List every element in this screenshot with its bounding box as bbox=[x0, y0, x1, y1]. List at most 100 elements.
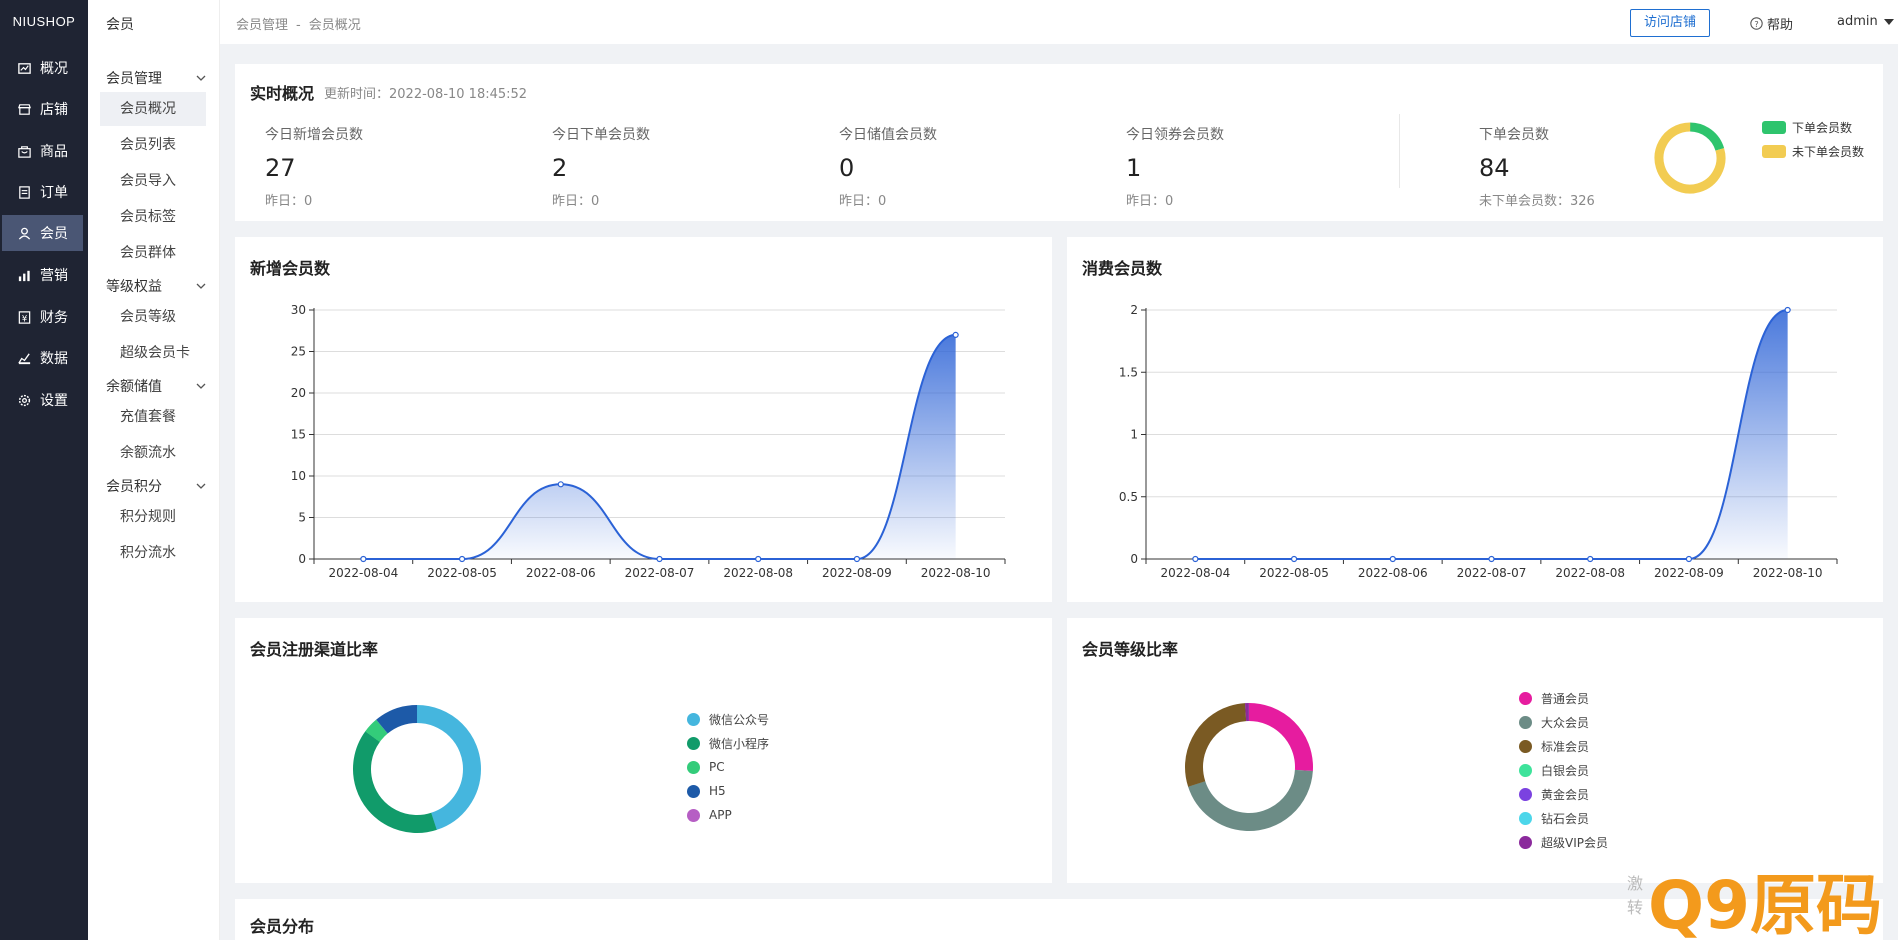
nav-item-order[interactable]: 订单 bbox=[2, 174, 83, 210]
stat-value: 27 bbox=[265, 154, 296, 182]
overview-icon bbox=[16, 60, 32, 76]
order-ratio-donut bbox=[1652, 120, 1728, 196]
nav-item-label: 概况 bbox=[40, 61, 68, 77]
help-link[interactable]: ? 帮助 bbox=[1750, 14, 1793, 33]
legend-label: PC bbox=[709, 760, 725, 774]
data-point[interactable] bbox=[1784, 306, 1791, 314]
legend-item[interactable]: 未下单会员数 bbox=[1762, 143, 1864, 160]
chevron-down-icon bbox=[196, 283, 206, 289]
sidebar-subitem[interactable]: 会员列表 bbox=[120, 137, 176, 153]
donut-slice[interactable] bbox=[1185, 703, 1313, 831]
sidebar-subitem[interactable]: 会员导入 bbox=[120, 173, 176, 189]
legend-item[interactable]: 大众会员 bbox=[1519, 710, 1608, 734]
nav-item-data[interactable]: 数据 bbox=[2, 340, 83, 376]
breadcrumb-item-member-management[interactable]: 会员管理 bbox=[236, 18, 289, 33]
legend-label: 钻石会员 bbox=[1541, 811, 1590, 826]
donut-slice[interactable] bbox=[352, 704, 482, 834]
legend-label: 超级VIP会员 bbox=[1541, 835, 1608, 850]
legend-item[interactable]: APP bbox=[687, 803, 769, 827]
y-tick-label: 0.5 bbox=[1119, 490, 1138, 504]
data-icon bbox=[16, 350, 32, 366]
legend-item[interactable]: H5 bbox=[687, 779, 769, 803]
sidebar-subitem[interactable]: 超级会员卡 bbox=[120, 345, 190, 361]
sidebar-subitem[interactable]: 积分规则 bbox=[120, 509, 176, 525]
donut-slice[interactable] bbox=[352, 704, 482, 834]
data-point[interactable] bbox=[557, 481, 564, 488]
legend-label: 下单会员数 bbox=[1792, 121, 1853, 135]
stat-label: 今日储值会员数 bbox=[839, 127, 937, 143]
sidebar-group-label: 会员管理 bbox=[106, 71, 162, 87]
legend-dot bbox=[687, 736, 700, 750]
nav-item-label: 营销 bbox=[40, 268, 68, 284]
x-tick-label: 2022-08-04 bbox=[1160, 566, 1230, 580]
legend-item[interactable]: 白银会员 bbox=[1519, 758, 1608, 782]
donut-slice[interactable] bbox=[1185, 703, 1313, 831]
nav-item-finance[interactable]: ¥ 财务 bbox=[2, 299, 83, 335]
watermark-char: 激 bbox=[1627, 874, 1644, 893]
data-point[interactable] bbox=[458, 555, 466, 563]
legend-item[interactable]: 微信公众号 bbox=[687, 707, 769, 731]
x-tick-label: 2022-08-09 bbox=[822, 566, 892, 580]
sidebar-group[interactable]: 会员积分 bbox=[106, 476, 206, 496]
legend-item[interactable]: 下单会员数 bbox=[1762, 119, 1852, 136]
data-point[interactable] bbox=[656, 555, 663, 563]
sidebar-group[interactable]: 会员管理 bbox=[106, 68, 206, 88]
legend-item[interactable]: 标准会员 bbox=[1519, 734, 1608, 758]
donut-slice[interactable] bbox=[1652, 120, 1728, 196]
legend-item[interactable]: 微信小程序 bbox=[687, 731, 769, 755]
data-point[interactable] bbox=[1192, 555, 1199, 563]
breadcrumb-separator: - bbox=[296, 18, 301, 33]
watermark-char: 转 bbox=[1627, 898, 1644, 917]
legend-dot bbox=[1519, 763, 1532, 777]
stat-yesterday: 昨日：0 bbox=[552, 194, 600, 209]
legend-item[interactable]: 普通会员 bbox=[1519, 686, 1608, 710]
nav-item-marketing[interactable]: 营销 bbox=[2, 257, 83, 293]
data-point[interactable] bbox=[755, 555, 762, 563]
legend-label: 黄金会员 bbox=[1541, 787, 1590, 802]
sidebar-subitem[interactable]: 会员群体 bbox=[120, 245, 176, 261]
data-point[interactable] bbox=[360, 555, 367, 563]
legend-item[interactable]: 黄金会员 bbox=[1519, 782, 1608, 806]
y-tick-label: 1 bbox=[1130, 428, 1138, 442]
sidebar-subitem[interactable]: 会员等级 bbox=[120, 309, 176, 325]
data-point[interactable] bbox=[1389, 555, 1396, 563]
consume-members-panel: 消费会员数 0 0.5 1 1.5 2 2022-08-04 2022-08-05 2022-… bbox=[1067, 237, 1883, 602]
sidebar-subitem[interactable]: 会员标签 bbox=[120, 209, 176, 225]
sidebar-subitem[interactable]: 余额流水 bbox=[120, 445, 176, 461]
sidebar-group[interactable]: 等级权益 bbox=[106, 276, 206, 296]
data-point[interactable] bbox=[1488, 555, 1495, 563]
x-tick-label: 2022-08-05 bbox=[1259, 566, 1329, 580]
visit-store-button[interactable]: 访问店铺 bbox=[1630, 9, 1710, 37]
nav-item-overview[interactable]: 概况 bbox=[2, 50, 83, 86]
sidebar-group[interactable]: 余额储值 bbox=[106, 376, 206, 396]
legend-item[interactable]: 钻石会员 bbox=[1519, 806, 1608, 830]
new-members-chart: 0 5 10 15 20 25 30 2022-08-04 2022-08-05 2022-08-… bbox=[291, 303, 1006, 580]
sidebar-subitem[interactable]: 充值套餐 bbox=[120, 409, 176, 425]
legend-item[interactable]: 超级VIP会员 bbox=[1519, 830, 1608, 854]
data-point[interactable] bbox=[1587, 555, 1594, 563]
store-icon bbox=[16, 101, 32, 117]
data-point[interactable] bbox=[1290, 555, 1298, 563]
nav-item-store[interactable]: 店铺 bbox=[2, 91, 83, 127]
legend-label: 微信小程序 bbox=[709, 736, 770, 751]
consume-members-chart: 0 0.5 1 1.5 2 2022-08-04 2022-08-05 2022-08-06 2… bbox=[1119, 303, 1838, 580]
data-point[interactable] bbox=[952, 331, 959, 339]
order-icon bbox=[16, 184, 32, 200]
data-point[interactable] bbox=[1685, 555, 1693, 563]
svg-text:Q9原码: Q9原码 bbox=[1648, 867, 1882, 940]
brand-logo[interactable]: NIUSHOP bbox=[12, 14, 76, 29]
sidebar-subitem[interactable]: 会员概况 bbox=[100, 92, 206, 126]
data-point[interactable] bbox=[853, 555, 861, 563]
donut-slice[interactable] bbox=[1184, 702, 1314, 832]
nav-item-goods[interactable]: 商品 bbox=[2, 133, 83, 169]
user-menu[interactable]: admin bbox=[1837, 14, 1894, 29]
legend-item[interactable]: PC bbox=[687, 755, 769, 779]
x-tick-label: 2022-08-04 bbox=[328, 566, 398, 580]
legend-dot bbox=[1519, 715, 1532, 729]
nav-item-settings[interactable]: 设置 bbox=[2, 382, 83, 418]
nav-item-member[interactable]: 会员 bbox=[2, 215, 83, 251]
donut-slice[interactable] bbox=[352, 704, 482, 834]
sidebar-subitem[interactable]: 积分流水 bbox=[120, 545, 176, 561]
x-tick-label: 2022-08-08 bbox=[1555, 566, 1625, 580]
sidebar-title: 会员 bbox=[106, 17, 134, 33]
